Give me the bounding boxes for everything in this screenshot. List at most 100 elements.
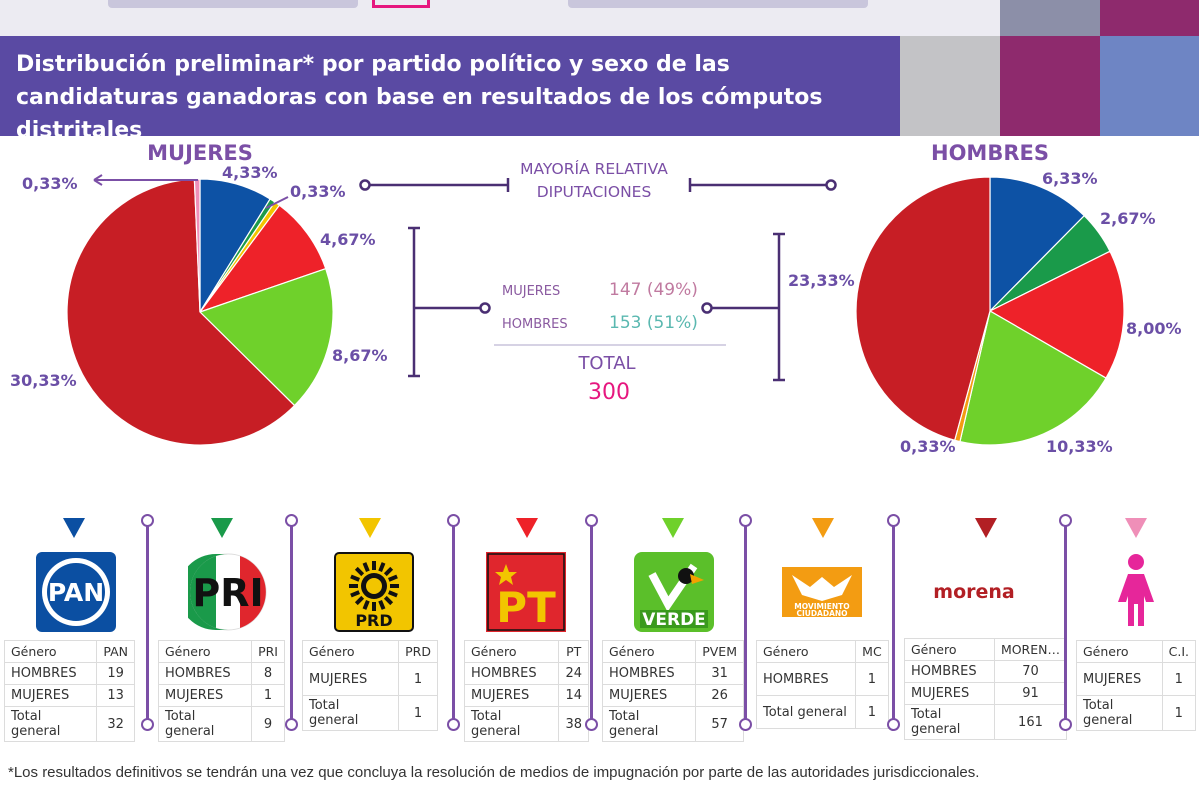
pie-slice-pvem (198, 267, 334, 407)
slice-label-pri: 2,67% (1100, 209, 1156, 228)
table-row: MUJERES 91 (904, 682, 1068, 705)
slice-label-morena: 30,33% (10, 371, 77, 390)
connectors (359, 178, 837, 382)
charts-area: MUJERES HOMBRES 4,33% 0,33% 4,67% 8,67% 30,3… (10, 141, 1182, 456)
table-header-row: Género PRI (157, 640, 285, 663)
pt-logo: PT (486, 552, 566, 636)
pvem-logo: VERDE (634, 552, 714, 636)
slice-label-pvem: 10,33% (1046, 437, 1113, 456)
morena-table: Género MOREN… HOMBRES 70 MUJERES 91 Total gene… (904, 638, 1068, 740)
table-row: MUJERES 14 (463, 684, 589, 707)
mujeres-summary-value: 147 (49%) (609, 280, 698, 300)
morena-marker-icon (974, 518, 997, 538)
table-header-row: Género PRD (301, 640, 438, 663)
table-row: HOMBRES 8 (157, 662, 285, 685)
pie-hombres: 6,33% 2,67% 8,00% 10,33% 0,33% 23,33% (788, 169, 1182, 456)
pie-slice-pvem (959, 310, 1107, 446)
table-row: Total general 38 (463, 706, 589, 742)
prd-logo: PRD (334, 552, 414, 636)
svg-text:MOVIMIENTO: MOVIMIENTO (794, 602, 849, 611)
slice-label-pt: 4,67% (320, 230, 376, 249)
label-pointer (93, 174, 103, 186)
pie-slice-morena (66, 178, 296, 446)
document-icon (372, 0, 430, 8)
slice-label-pri: 0,33% (290, 182, 346, 201)
slice-label-ci: 0,33% (22, 174, 78, 193)
panel-divider (739, 514, 752, 731)
table-header-row: Género MC (756, 640, 890, 663)
prd-marker-icon (359, 518, 381, 538)
panel-divider (1059, 514, 1072, 731)
slice-label-pan: 4,33% (222, 163, 278, 182)
table-row: MUJERES 13 (3, 684, 135, 707)
ci-marker-icon (1125, 518, 1147, 538)
table-row: Total general 32 (3, 706, 135, 742)
pt-marker-icon (515, 518, 538, 538)
table-row: HOMBRES 19 (3, 662, 135, 685)
pri-marker-icon (210, 518, 233, 538)
pie-slice-pan (989, 176, 1086, 313)
label-pointer (265, 196, 289, 209)
table-row: Total general 1 (1076, 695, 1197, 731)
top-decoration (108, 0, 868, 8)
table-header-row: Género PVEM (601, 640, 744, 663)
mujeres-chart-title: MUJERES (147, 141, 253, 165)
pie-slice-morena (855, 176, 991, 441)
hombres-summary-value: 153 (51%) (609, 313, 698, 333)
table-row: MUJERES 1 (301, 662, 438, 696)
table-row: Total general 161 (904, 704, 1068, 740)
mc-table: Género MC HOMBRES 1 Total general 1 (756, 640, 890, 729)
pie-slice-pt (198, 204, 327, 314)
table-header-row: Género PAN (3, 640, 135, 663)
table-row: MUJERES 1 (1076, 662, 1197, 696)
slice-label-pt: 8,00% (1126, 319, 1182, 338)
pan-marker-icon (62, 518, 85, 538)
ci-logo (1116, 552, 1156, 632)
table-row: HOMBRES 31 (601, 662, 744, 685)
slice-label-pvem: 8,67% (332, 346, 388, 365)
pvem-table: Género PVEM HOMBRES 31 MUJERES 26 Total genera… (601, 640, 744, 742)
table-row: Total general 1 (301, 695, 438, 731)
pri-table: Género PRI HOMBRES 8 MUJERES 1 Total general 9 (157, 640, 285, 742)
total-label: TOTAL (577, 353, 635, 374)
hombres-chart-title: HOMBRES (931, 141, 1049, 165)
pri-logo: PRI (178, 552, 268, 636)
pan-logo: PAN (36, 552, 116, 636)
table-header-row: Género MOREN… (904, 638, 1068, 661)
morena-logo: morena (919, 572, 1029, 616)
slice-label-morena: 23,33% (788, 271, 855, 290)
pan-table: Género PAN HOMBRES 19 MUJERES 13 Total general… (3, 640, 135, 742)
svg-text:PAN: PAN (48, 578, 104, 607)
slice-label-pan: 6,33% (1042, 169, 1098, 188)
center-heading-1: MAYORÍA RELATIVA (520, 159, 668, 178)
page-title: Distribución preliminar* por partido pol… (16, 52, 823, 143)
table-row: MUJERES 1 (157, 684, 285, 707)
footnote: *Los resultados definitivos se tendrán u… (8, 764, 980, 781)
table-row: Total general 9 (157, 706, 285, 742)
title-banner: Distribución preliminar* por partido pol… (0, 36, 900, 143)
center-heading-2: DIPUTACIONES (537, 183, 652, 201)
table-row: Total general 1 (756, 695, 890, 729)
table-row: HOMBRES 1 (756, 662, 890, 696)
table-row: Total general 57 (601, 706, 744, 742)
table-row: HOMBRES 24 (463, 662, 589, 685)
panel-divider (141, 514, 154, 731)
svg-text:VERDE: VERDE (642, 610, 706, 630)
svg-text:CIUDADANO: CIUDADANO (796, 609, 847, 618)
table-header-row: Género C.I. (1076, 640, 1197, 663)
top-strip (0, 0, 1000, 36)
pt-table: Género PT HOMBRES 24 MUJERES 14 Total general 3… (463, 640, 589, 742)
prd-table: Género PRD MUJERES 1 Total general 1 (301, 640, 438, 731)
mc-logo: MOVIMIENTO CIUDADANO (780, 563, 864, 627)
hombres-summary-label: HOMBRES (502, 317, 568, 332)
pie-slice-pt (988, 250, 1125, 379)
svg-text:morena: morena (933, 581, 1014, 603)
svg-text:PRI: PRI (192, 571, 263, 615)
pie-mujeres: 4,33% 0,33% 4,67% 8,67% 30,33% 0,33% (10, 163, 388, 446)
pvem-marker-icon (662, 518, 684, 538)
ci-table: Género C.I. MUJERES 1 Total general 1 (1076, 640, 1197, 731)
svg-text:PT: PT (496, 583, 556, 632)
table-row: MUJERES 26 (601, 684, 744, 707)
mujeres-summary-label: MUJERES (502, 284, 560, 299)
panel-divider (285, 514, 298, 731)
